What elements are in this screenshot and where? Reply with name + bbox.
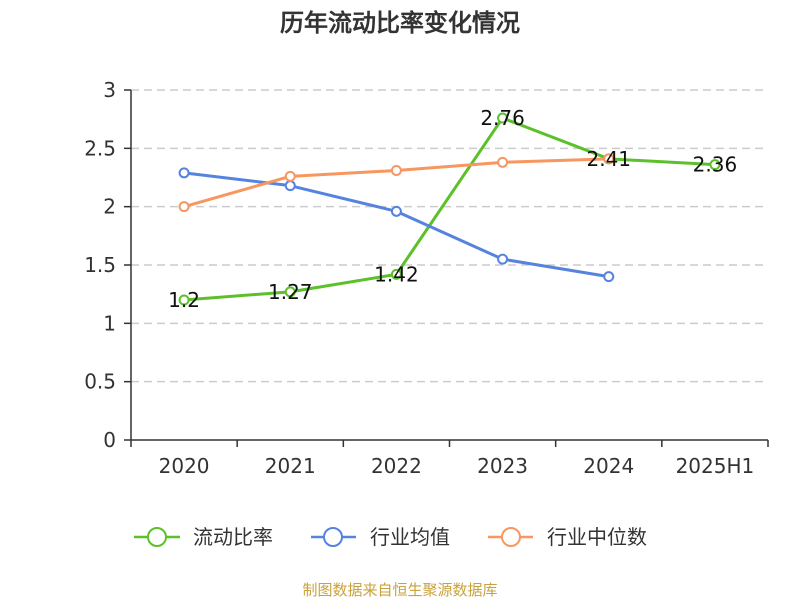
legend-label: 流动比率: [193, 525, 273, 549]
legend-marker-icon: [147, 527, 167, 547]
x-tick-label: 2020: [159, 454, 210, 478]
y-tick-label: 2: [103, 195, 116, 219]
grid-lines: [131, 89, 768, 383]
x-tick-label: 2025H1: [676, 454, 755, 478]
source-note: 制图数据来自恒生聚源数据库: [302, 581, 497, 599]
x-tick-label: 2023: [477, 454, 528, 478]
data-label: 2.76: [480, 106, 525, 130]
legend: 流动比率 行业均值 行业中位数: [134, 525, 647, 549]
legend-item-current-ratio[interactable]: 流动比率: [134, 525, 273, 549]
y-tick-label: 1: [103, 311, 116, 335]
data-point[interactable]: [709, 159, 721, 171]
y-tick-label: 0: [103, 428, 116, 452]
data-label: 1.2: [168, 288, 200, 312]
data-point[interactable]: [178, 294, 190, 306]
legend-label: 行业均值: [370, 525, 450, 549]
data-point[interactable]: [284, 180, 296, 192]
data-point[interactable]: [284, 286, 296, 298]
legend-item-industry-average[interactable]: 行业均值: [311, 525, 450, 549]
data-point[interactable]: [284, 170, 296, 182]
data-points: [178, 112, 721, 306]
data-point[interactable]: [497, 156, 509, 168]
data-point[interactable]: [603, 271, 615, 283]
data-label: 1.27: [268, 280, 313, 304]
x-tick-label: 2021: [265, 454, 316, 478]
legend-label: 行业中位数: [547, 525, 647, 549]
y-tick-label: 2.5: [84, 136, 116, 160]
x-tick-label: 2022: [371, 454, 422, 478]
x-tick-label: 2024: [583, 454, 634, 478]
data-point[interactable]: [390, 268, 402, 280]
y-tick-label: 0.5: [84, 370, 116, 394]
axes: 0 0.5 1 1.5 2 2.5 3 2020 2021 2022 2023 2024 2025H1: [84, 78, 769, 478]
y-tick-label: 3: [103, 78, 116, 102]
data-point[interactable]: [497, 253, 509, 265]
data-labels: 1.2 1.27 1.42 2.76 2.41 2.36: [168, 106, 737, 312]
data-point[interactable]: [497, 112, 509, 124]
data-label: 2.41: [586, 147, 631, 171]
data-point[interactable]: [178, 167, 190, 179]
series-lines: [182, 116, 717, 302]
chart-title: 历年流动比率变化情况: [280, 9, 520, 37]
data-label: 1.42: [374, 262, 419, 286]
data-point[interactable]: [390, 165, 402, 176]
y-tick-label: 1.5: [84, 253, 116, 277]
legend-item-industry-median[interactable]: 行业中位数: [488, 525, 647, 549]
data-point[interactable]: [603, 153, 615, 165]
legend-marker-icon: [323, 527, 343, 547]
legend-marker-icon: [501, 527, 521, 547]
data-point[interactable]: [178, 201, 190, 213]
series-line-0: [182, 116, 717, 302]
data-label: 2.36: [693, 153, 738, 177]
data-point[interactable]: [390, 205, 402, 217]
